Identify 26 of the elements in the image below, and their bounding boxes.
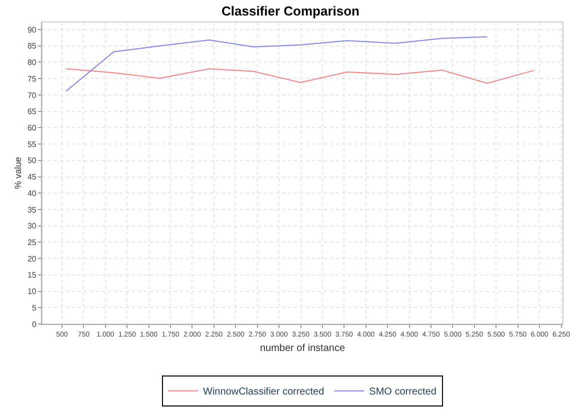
y-tick-label: 35 [27, 205, 37, 214]
y-tick-label: 65 [27, 107, 37, 116]
chart-title: Classifier Comparison [222, 3, 360, 18]
y-axis-title: % value [12, 156, 23, 190]
y-tick-label: 60 [27, 123, 37, 132]
x-axis-title: number of instance [260, 342, 346, 354]
y-tick-label: 25 [27, 238, 37, 247]
y-tick-label: 15 [27, 270, 37, 280]
legend-label: WinnowClassifier corrected [203, 386, 324, 398]
y-tick-label: 30 [27, 222, 37, 231]
y-tick-label: 50 [27, 156, 37, 166]
y-tick-label: 20 [27, 254, 37, 264]
y-tick-label: 70 [27, 90, 37, 100]
y-tick-label: 55 [27, 140, 37, 149]
y-tick-label: 40 [27, 188, 37, 198]
legend-label: SMO corrected [369, 386, 436, 398]
y-tick-label: 45 [27, 172, 37, 182]
y-tick-label: 10 [27, 287, 37, 296]
line-series [65, 68, 534, 84]
y-tick-label: 90 [27, 25, 37, 34]
y-tick-label: 5 [32, 303, 37, 312]
y-tick-label: 80 [27, 58, 37, 68]
line-series [65, 36, 488, 92]
y-tick-label: 75 [27, 74, 37, 84]
y-tick-label: 85 [27, 42, 37, 51]
y-tick-label: 0 [32, 320, 37, 329]
